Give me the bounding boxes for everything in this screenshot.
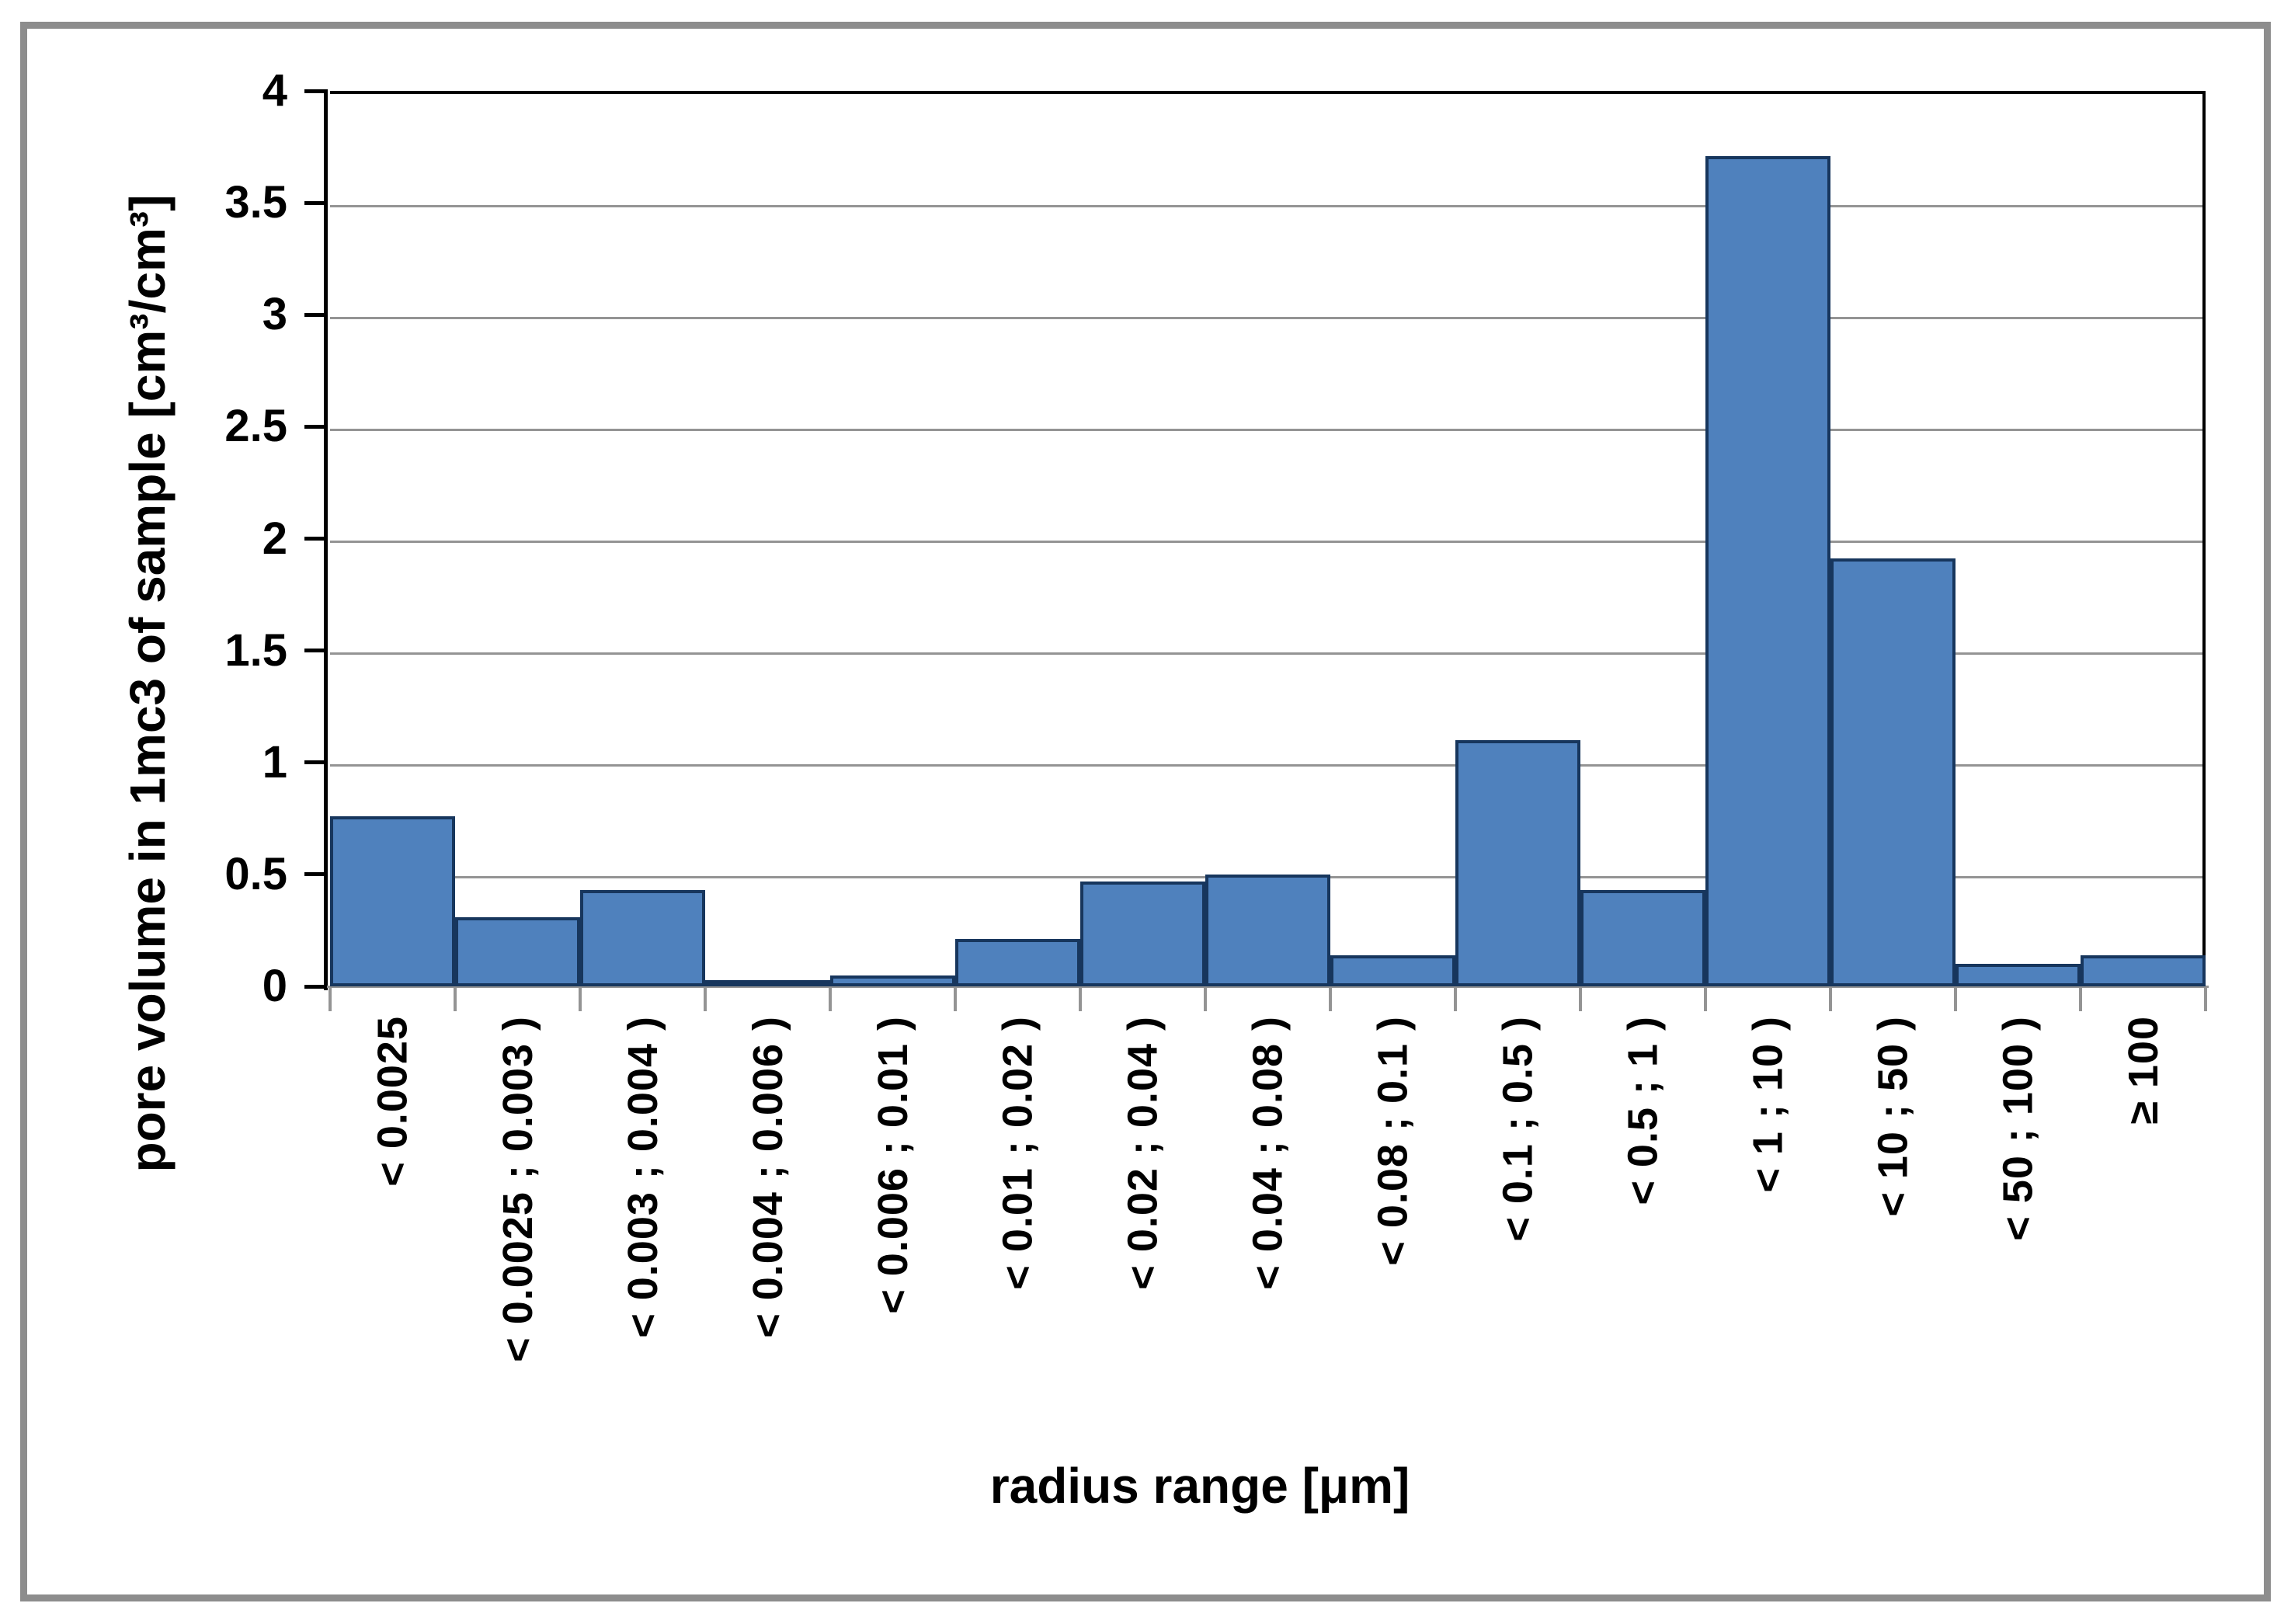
y-axis-tick-label: 3.5 [224, 177, 287, 228]
y-axis-tick [304, 424, 325, 429]
x-axis-tick [1704, 988, 1707, 1011]
x-category-label-text: < 0.006 ; 0.01 ) [869, 1016, 916, 1314]
y-axis-tick [304, 200, 325, 205]
gridline [330, 204, 2202, 207]
gridline [330, 541, 2202, 543]
bar [1705, 155, 1830, 986]
gridline [330, 316, 2202, 319]
bar [955, 939, 1080, 986]
x-category-label-text: < 0.01 ; 0.02 ) [994, 1016, 1041, 1290]
x-category-label-text: < 0.02 ; 0.04 ) [1119, 1016, 1166, 1290]
x-axis-tick [579, 988, 582, 1011]
y-axis-tick-label: 1 [262, 736, 287, 788]
bar [455, 916, 580, 986]
gridline [330, 428, 2202, 431]
chart-border-frame [20, 22, 2271, 1601]
x-axis-tick [1079, 988, 1082, 1011]
x-axis-tick [1579, 988, 1582, 1011]
bar [1580, 890, 1705, 986]
x-axis-tick [329, 988, 332, 1011]
x-axis-tick [704, 988, 707, 1011]
x-category-label-text: < 10 ; 50 ) [1869, 1016, 1917, 1217]
y-axis-tick-label: 4 [262, 65, 287, 116]
x-axis-tick [1329, 988, 1332, 1011]
x-category-label-text: < 0.08 ; 0.1 ) [1369, 1016, 1417, 1266]
x-category-label-text: < 0.003 ; 0.004 ) [619, 1016, 666, 1338]
bar [1956, 964, 2081, 986]
bar [830, 975, 955, 986]
x-axis-title: radius range [μm] [989, 1458, 1410, 1514]
y-axis-tick [304, 872, 325, 877]
x-category-label-text: ≥ 100 [2119, 1016, 2167, 1125]
x-axis-tick [2204, 988, 2207, 1011]
bar [330, 815, 455, 986]
x-axis-tick [1454, 988, 1457, 1011]
x-category-label-text: < 0.004 ; 0.006 ) [744, 1016, 791, 1338]
x-category-label-text: < 0.0025 ; 0.003 ) [494, 1016, 541, 1362]
y-axis-tick [304, 312, 325, 317]
bar [1080, 881, 1205, 986]
y-axis-tick [304, 89, 325, 93]
y-axis-tick [304, 984, 325, 989]
y-axis-tick-label: 1.5 [224, 624, 287, 676]
x-axis-tick [954, 988, 957, 1011]
x-axis-tick [1954, 988, 1957, 1011]
y-axis-tick-label: 0 [262, 961, 287, 1011]
x-category-label-text: < 0.5 ; 1 ) [1619, 1016, 1667, 1205]
y-axis-line [324, 89, 328, 990]
x-category-label-text: < 0.0025 [369, 1016, 416, 1187]
y-axis-tick-label: 2.5 [224, 401, 287, 452]
y-axis-tick-label: 3 [262, 289, 287, 340]
x-axis-tick [1829, 988, 1832, 1011]
gridline [330, 652, 2202, 656]
bar [1830, 558, 1956, 986]
x-axis-tick [2079, 988, 2082, 1011]
bar [580, 890, 705, 986]
gridline [330, 764, 2202, 767]
y-axis-tick-label: 2 [262, 513, 287, 564]
y-axis-tick-label: 0.5 [224, 848, 287, 899]
x-category-label-text: < 0.1 ; 0.5 ) [1494, 1016, 1542, 1242]
x-axis-tick [829, 988, 832, 1011]
bar [1205, 874, 1330, 986]
y-axis-tick [304, 537, 325, 541]
x-category-label-text: < 1 ; 10 ) [1744, 1016, 1792, 1193]
bar [705, 980, 830, 986]
x-axis-tick [454, 988, 457, 1011]
bar [1330, 955, 1455, 986]
x-category-label-text: < 50 ; 100 ) [1994, 1016, 2042, 1241]
x-category-label-text: < 0.04 ; 0.08 ) [1244, 1016, 1292, 1290]
x-axis-line [327, 986, 2209, 988]
y-axis-tick [304, 760, 325, 765]
bar [1455, 739, 1580, 986]
bar [2081, 955, 2206, 986]
x-axis-tick [1204, 988, 1207, 1011]
plot-area [330, 91, 2206, 986]
y-axis-tick [304, 649, 325, 653]
